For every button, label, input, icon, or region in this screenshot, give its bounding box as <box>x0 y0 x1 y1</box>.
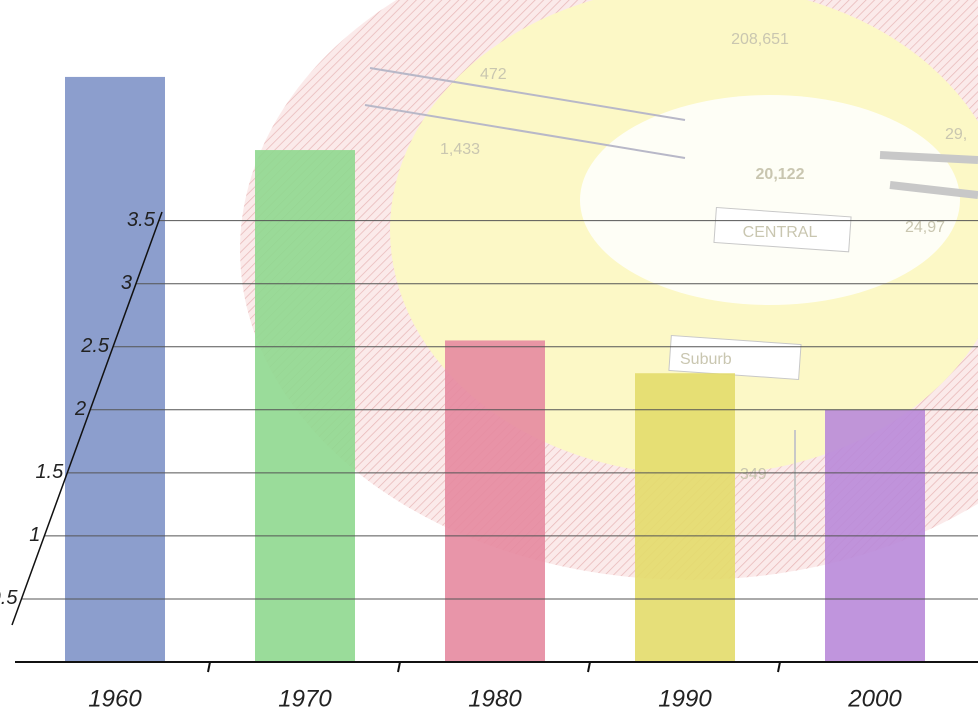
x-tick-label: 1970 <box>278 685 332 712</box>
y-tick-label: 2.5 <box>80 335 110 357</box>
bar <box>635 373 735 662</box>
y-tick-label: 3 <box>121 272 132 294</box>
x-tick <box>777 661 781 673</box>
annotation: Suburb <box>680 351 732 368</box>
bar <box>65 76 165 663</box>
y-tick-label: 2 <box>74 398 86 420</box>
annotation: 349 <box>740 466 767 483</box>
x-tick-label: 2000 <box>847 685 902 712</box>
annotation: 24,97 <box>905 219 945 236</box>
grid <box>21 220 978 600</box>
bar <box>255 150 355 662</box>
annotation: 1,433 <box>440 141 480 158</box>
x-tick-label: 1990 <box>658 685 712 712</box>
y-axis <box>11 211 163 626</box>
y-tick-label: 1.5 <box>35 461 64 483</box>
x-tick <box>207 661 211 673</box>
y-tick-label: 1 <box>29 524 40 546</box>
y-tick-label: 0.5 <box>0 587 18 609</box>
annotation: 20,122 <box>756 166 805 183</box>
x-tick-label: 1980 <box>468 685 522 712</box>
y-tick-label: 3.5 <box>127 209 156 231</box>
x-tick <box>587 661 591 673</box>
bar <box>445 340 545 662</box>
annotation: 472 <box>480 66 507 83</box>
labels: 1960 1970 1980 1990 2000 0.5 1 1.5 2 2.5 3 3.5 <box>0 209 902 712</box>
annotation: 29, <box>945 126 967 143</box>
x-tick-label: 1960 <box>88 685 142 712</box>
annotation: 208,651 <box>731 31 789 48</box>
bars <box>65 76 925 663</box>
x-tick <box>397 661 401 673</box>
annotation: CENTRAL <box>743 224 818 241</box>
